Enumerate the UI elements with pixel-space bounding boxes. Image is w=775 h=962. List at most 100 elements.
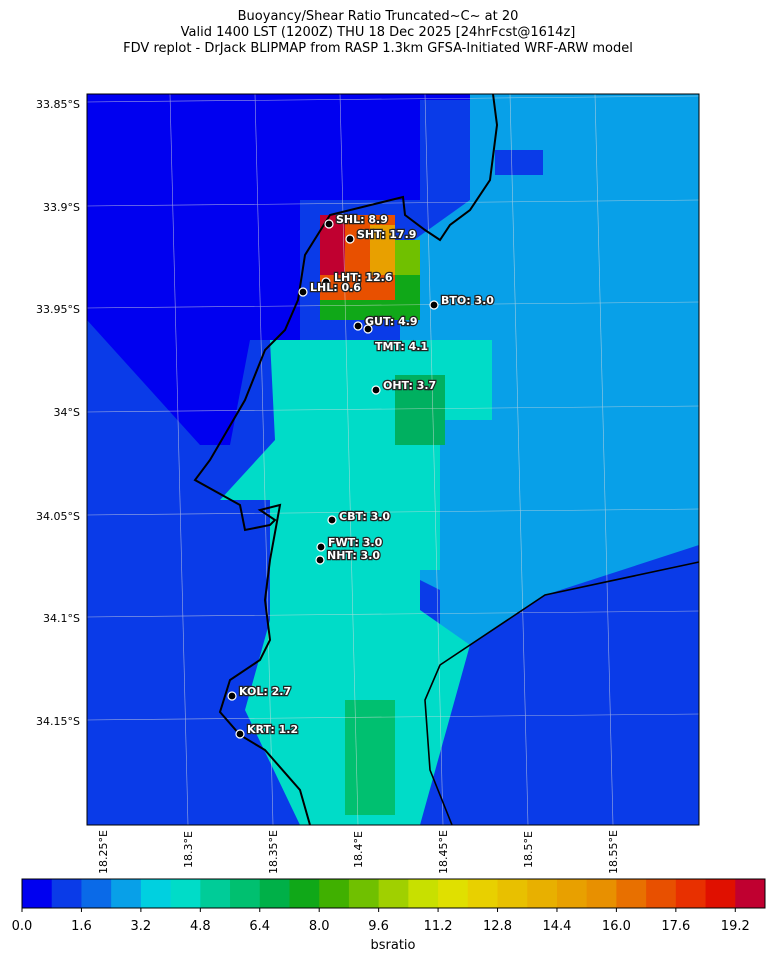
field-region <box>400 94 699 665</box>
colorbar-tick-label: 11.2 <box>424 919 453 934</box>
colorbar-tick-label: 9.6 <box>368 919 389 934</box>
colorbar-tick-label: 3.2 <box>131 919 152 934</box>
lat-label: 33.85°S <box>36 98 80 111</box>
colorbar-swatch <box>319 879 350 908</box>
lon-label: 18.55°E <box>607 830 620 874</box>
station-dot <box>315 555 325 565</box>
title-line: FDV replot - DrJack BLIPMAP from RASP 1.… <box>123 41 633 56</box>
lon-label: 18.5°E <box>522 831 535 868</box>
station-dot <box>371 385 381 395</box>
colorbar-tick-label: 16.0 <box>602 919 631 934</box>
field-region <box>495 150 543 175</box>
colorbar-swatch <box>527 879 558 908</box>
colorbar-swatch <box>259 879 290 908</box>
colorbar-tick-label: 17.6 <box>661 919 690 934</box>
map <box>86 93 700 826</box>
colorbar-frame <box>21 878 766 909</box>
station-dot <box>298 287 308 297</box>
title-line: Buoyancy/Shear Ratio Truncated~C~ at 20 <box>238 9 519 24</box>
station-dot <box>227 691 237 701</box>
colorbar-swatch <box>140 879 172 908</box>
station-dot <box>324 219 334 229</box>
graticule <box>86 93 700 826</box>
station-dot <box>327 515 337 525</box>
colorbar-swatch <box>646 879 677 908</box>
station-dot <box>353 321 363 331</box>
lat-label: 34.15°S <box>36 715 80 728</box>
colorbar-swatch <box>675 879 707 908</box>
colorbar-swatch <box>735 879 766 908</box>
station-dot <box>363 324 373 334</box>
coastline <box>193 93 499 826</box>
station-label: FWT: 3.0 <box>328 536 383 549</box>
colorbar-swatch <box>438 879 469 908</box>
station-dot <box>429 300 439 310</box>
field-region <box>395 240 420 275</box>
station-label: LHL: 0.6 <box>310 281 361 294</box>
station-label: KOL: 2.7 <box>239 685 291 698</box>
field-region <box>87 94 545 445</box>
colorbar-swatch <box>616 879 647 908</box>
colorbar-tick-label: 0.0 <box>12 919 33 934</box>
station-label: SHT: 17.9 <box>357 228 416 241</box>
station-label: KRT: 1.2 <box>247 723 298 736</box>
colorbar-tick-label: 14.4 <box>542 919 571 934</box>
colorbar-label: bsratio <box>371 938 416 953</box>
station-label: TMT: 4.1 <box>375 340 428 353</box>
station-dot <box>316 542 326 552</box>
colorbar-tick-label: 6.4 <box>249 919 270 934</box>
colorbar-swatch <box>348 879 380 908</box>
boundary <box>424 561 700 826</box>
colorbar-swatch <box>51 879 82 908</box>
field-region <box>370 225 395 275</box>
title-line: Valid 1400 LST (1200Z) THU 18 Dec 2025 [… <box>181 25 576 40</box>
colorbar-swatch <box>230 879 261 908</box>
station-dot <box>321 277 331 287</box>
colorbar-swatch <box>22 879 53 908</box>
colorbar-swatch <box>289 879 320 908</box>
colorbar-swatch <box>497 879 528 908</box>
field-region <box>345 700 395 815</box>
colorbar: 0.0 1.6 3.2 4.8 6.4 8.0 9.6 11.2 12.8 14.4 16.0 17.… <box>12 878 766 934</box>
colorbar-swatch <box>81 879 112 908</box>
lat-axis: 33.85°S 33.9°S 33.95°S 34°S 34.05°S 34.1… <box>36 98 80 728</box>
colorbar-tick-label: 1.6 <box>71 919 92 934</box>
colorbar-swatch <box>705 879 736 908</box>
map-frame <box>86 93 700 826</box>
lat-label: 34°S <box>54 406 80 419</box>
station-dot <box>235 729 245 739</box>
stations: SHL: 8.9 SHT: 17.9 LHT: 12.6 LHL: 0.6 BT… <box>227 212 496 739</box>
colorbar-swatch <box>170 879 201 908</box>
station-label: LHT: 12.6 <box>334 271 393 284</box>
colorbar-tick-label: 12.8 <box>483 919 512 934</box>
lon-label: 18.3°E <box>182 831 195 868</box>
colorbar-swatch <box>467 879 499 908</box>
lat-label: 34.05°S <box>36 510 80 523</box>
colorbar-swatch <box>200 879 231 908</box>
station-label: OHT: 3.7 <box>383 379 436 392</box>
colorbar-tick-label: 4.8 <box>190 919 211 934</box>
station-dot <box>345 234 355 244</box>
station-label: CBT: 3.0 <box>339 510 390 523</box>
colorbar-swatch <box>556 879 588 908</box>
lon-label: 18.45°E <box>437 830 450 874</box>
station-label: GUT: 4.9 <box>365 315 418 328</box>
field-region <box>395 375 445 445</box>
colorbar-swatch <box>408 879 439 908</box>
lon-label: 18.4°E <box>352 831 365 868</box>
lon-axis: 18.25°E 18.3°E 18.35°E 18.4°E 18.45°E 18… <box>97 830 620 874</box>
lat-label: 34.1°S <box>43 612 80 625</box>
colorbar-tick-label: 19.2 <box>721 919 750 934</box>
lat-label: 33.95°S <box>36 303 80 316</box>
colorbar-tick-label: 8.0 <box>309 919 330 934</box>
colorbar-swatch <box>586 879 617 908</box>
lat-label: 33.9°S <box>43 201 80 214</box>
station-label: NHT: 3.0 <box>327 549 380 562</box>
lon-label: 18.35°E <box>267 830 280 874</box>
station-label: BTO: 3.0 <box>441 294 494 307</box>
colorbar-swatch <box>111 879 142 908</box>
colorbar-swatch <box>378 879 409 908</box>
station-label: SHL: 8.9 <box>336 213 388 226</box>
lon-label: 18.25°E <box>97 830 110 874</box>
